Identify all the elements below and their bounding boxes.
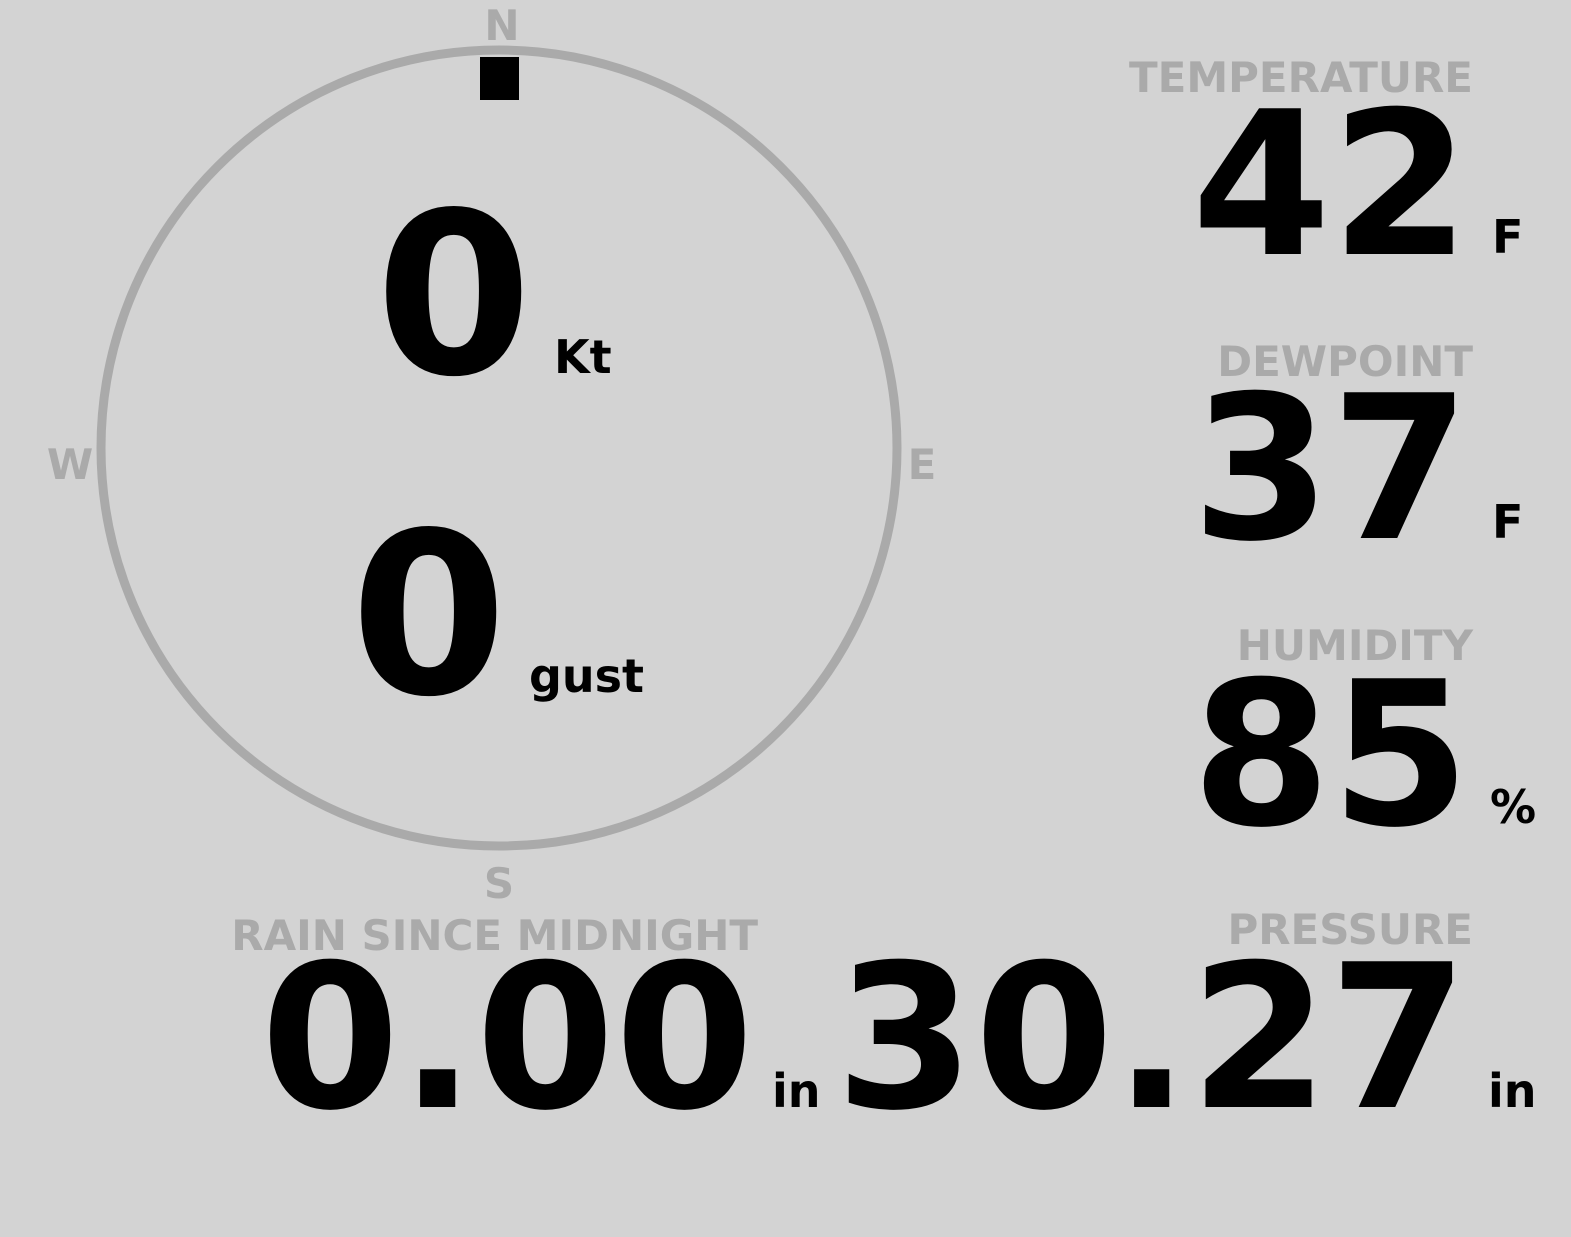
compass-north-label: N (484, 1, 519, 50)
gust-value: 0 (350, 485, 507, 747)
pressure-unit: in (1488, 1064, 1537, 1118)
humidity-unit: % (1490, 780, 1536, 834)
rain-unit: in (772, 1064, 821, 1118)
compass-south-label: S (484, 859, 514, 908)
humidity-label: HUMIDITY (1237, 621, 1474, 670)
temperature-panel: TEMPERATURE 42 F (1129, 53, 1523, 302)
compass: N S E W 0 Kt 0 gust (47, 1, 937, 908)
pressure-panel: PRESSURE 30.27 in (835, 905, 1536, 1155)
compass-ring (96, 45, 902, 851)
compass-west-label: W (47, 440, 93, 489)
humidity-value: 85 (1192, 639, 1470, 872)
pressure-value: 30.27 (835, 922, 1468, 1155)
dewpoint-unit: F (1492, 495, 1523, 549)
gust-unit: gust (529, 649, 644, 703)
humidity-panel: HUMIDITY 85 % (1192, 621, 1536, 872)
wind-speed-value: 0 (375, 165, 532, 427)
rain-panel: RAIN SINCE MIDNIGHT 0.00 in (231, 911, 820, 1155)
compass-east-label: E (908, 440, 937, 489)
rain-label: RAIN SINCE MIDNIGHT (231, 911, 758, 960)
wind-speed-unit: Kt (554, 330, 612, 384)
dewpoint-label: DEWPOINT (1217, 337, 1473, 386)
temperature-value: 42 (1192, 69, 1470, 302)
dewpoint-value: 37 (1192, 353, 1470, 586)
dewpoint-panel: DEWPOINT 37 F (1192, 337, 1524, 586)
wind-direction-marker (480, 57, 519, 100)
pressure-label: PRESSURE (1227, 905, 1473, 954)
rain-value: 0.00 (261, 922, 754, 1155)
temperature-label: TEMPERATURE (1129, 53, 1473, 102)
temperature-unit: F (1492, 210, 1523, 264)
